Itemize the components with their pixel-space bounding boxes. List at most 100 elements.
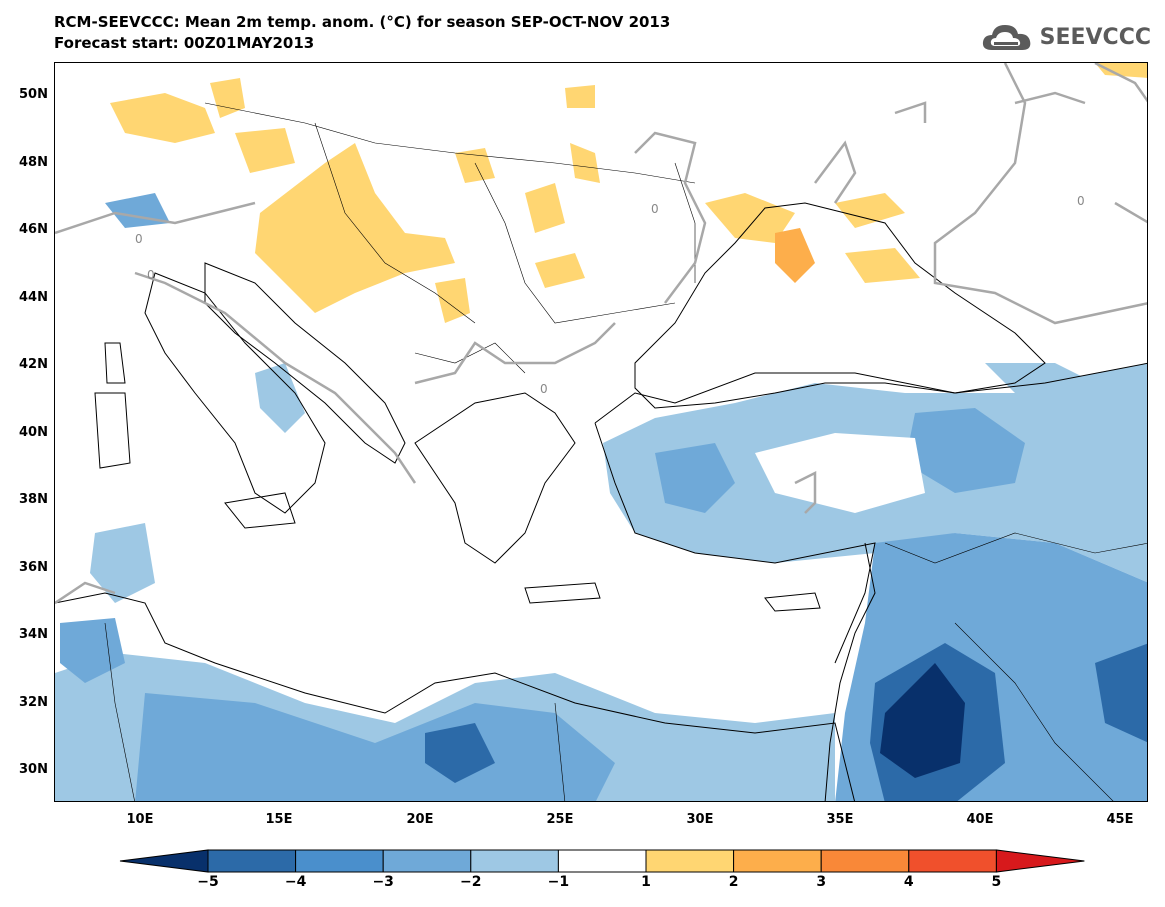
- lon-label: 15E: [265, 812, 293, 827]
- border-line: [414, 342, 526, 374]
- negative-anomaly-fields: [55, 193, 1147, 801]
- contour-line: [1014, 91, 1086, 105]
- colorbar-label: 4: [903, 874, 914, 890]
- coastline-corsica: [104, 342, 126, 384]
- anomaly-field-italy: [255, 363, 305, 433]
- logo: SEEVCCC: [980, 20, 1151, 54]
- contour-label: 0: [135, 232, 143, 246]
- colorbar-segment: [295, 849, 384, 873]
- lat-label: 44N: [19, 290, 48, 305]
- coastline-turkey: [594, 362, 1147, 664]
- anomaly-field-libya-dark: [425, 723, 495, 783]
- colorbar-segment: [557, 849, 647, 873]
- anomaly-map: 0 0 0 0 0: [55, 63, 1147, 801]
- coastline-cyprus: [764, 592, 821, 612]
- map-subtitle: Forecast start: 00Z01MAY2013: [54, 34, 315, 52]
- anomaly-field-anatolia-west: [655, 443, 735, 513]
- colorbar-label: 2: [728, 874, 739, 890]
- anomaly-field-crimea: [775, 228, 815, 283]
- anomaly-field-white-anatolia: [755, 433, 925, 513]
- contour-label: 0: [147, 268, 155, 282]
- colorbar-triangle-high: [995, 849, 1085, 873]
- anomaly-field-libya: [135, 693, 615, 801]
- lat-label: 40N: [19, 425, 48, 440]
- colorbar-segment: [382, 849, 472, 873]
- colorbar: [119, 849, 1085, 873]
- coastline-italy: [144, 272, 326, 514]
- lat-label: 42N: [19, 357, 48, 372]
- colorbar-segment: [207, 849, 297, 873]
- lon-label: 10E: [126, 812, 154, 827]
- colorbar-label: −4: [284, 874, 307, 890]
- lat-label: 46N: [19, 222, 48, 237]
- contour-label: 0: [1077, 194, 1085, 208]
- anomaly-field-slovakia: [455, 148, 495, 183]
- lon-label: 30E: [686, 812, 714, 827]
- contour-line: [794, 470, 817, 514]
- border-line: [474, 162, 676, 324]
- anomaly-field-iraq: [1095, 643, 1147, 743]
- anomaly-field-serbia: [435, 278, 470, 323]
- anomaly-field-azov: [835, 193, 905, 228]
- map-title-block: RCM-SEEVCCC: Mean 2m temp. anom. (°C) fo…: [54, 12, 670, 54]
- anomaly-field-hungary-slovenia: [255, 143, 455, 313]
- map-panel: 0 0 0 0 0: [54, 62, 1148, 802]
- colorbar-segment: [908, 849, 997, 873]
- anomaly-field-black-sea-coast: [705, 193, 795, 243]
- border-line: [554, 702, 566, 801]
- coastline-sicily: [224, 492, 296, 529]
- anomaly-field-russia-ne: [1095, 63, 1147, 78]
- lon-label: 35E: [826, 812, 854, 827]
- lat-label: 36N: [19, 560, 48, 575]
- contour-line: [894, 101, 927, 123]
- contour-label: 0: [540, 382, 548, 396]
- colorbar-segment: [470, 849, 559, 873]
- lat-label: 30N: [19, 762, 48, 777]
- colorbar-label: 1: [641, 874, 651, 890]
- lat-label: 48N: [19, 155, 48, 170]
- colorbar-label: 5: [991, 874, 1002, 890]
- anomaly-field-romania-south: [535, 253, 585, 288]
- anomaly-field-turkey-blue: [985, 363, 1147, 423]
- contour-line: [1094, 63, 1147, 103]
- coastline-levant: [824, 542, 876, 801]
- lat-label: 38N: [19, 492, 48, 507]
- anomaly-field-germany: [110, 93, 215, 143]
- lon-label: 25E: [546, 812, 574, 827]
- colorbar-label: −2: [460, 874, 482, 890]
- border-line: [884, 532, 1147, 564]
- anomaly-field-west-africa: [60, 618, 125, 683]
- coastline-sardinia: [94, 392, 131, 469]
- lat-label: 34N: [19, 627, 48, 642]
- lon-label: 45E: [1106, 812, 1134, 827]
- coastline-crete: [524, 582, 601, 604]
- borders: [104, 102, 1147, 801]
- coastline-greece: [414, 392, 576, 564]
- contour-line: [55, 201, 256, 235]
- contour-line: [814, 140, 857, 204]
- colorbar-label: −3: [372, 874, 394, 890]
- anomaly-field-levant-darkest: [880, 663, 965, 778]
- colorbar-triangle-low: [119, 849, 209, 873]
- colorbar-label: −1: [547, 874, 570, 890]
- colorbar-segment: [733, 849, 822, 873]
- border-line: [104, 622, 135, 801]
- contour-line: [414, 322, 616, 385]
- anomaly-field-czech: [210, 78, 245, 118]
- contour-line: [1114, 201, 1147, 224]
- map-title: RCM-SEEVCCC: Mean 2m temp. anom. (°C) fo…: [54, 13, 671, 31]
- lat-label: 32N: [19, 695, 48, 710]
- colorbar-segment: [645, 849, 735, 873]
- coastline-north-africa: [55, 592, 856, 801]
- border-line: [314, 122, 476, 324]
- contour-line: [55, 581, 116, 605]
- anomaly-field-austria: [235, 128, 295, 173]
- lat-label: 50N: [19, 87, 48, 102]
- lon-label: 40E: [966, 812, 994, 827]
- coastlines: [55, 202, 1147, 801]
- anomaly-field-poland: [565, 85, 595, 108]
- zero-contours: [55, 63, 1147, 605]
- colorbar-segment: [820, 849, 910, 873]
- coastline-black-sea: [634, 202, 1046, 409]
- anomaly-field-tunisia: [90, 523, 155, 603]
